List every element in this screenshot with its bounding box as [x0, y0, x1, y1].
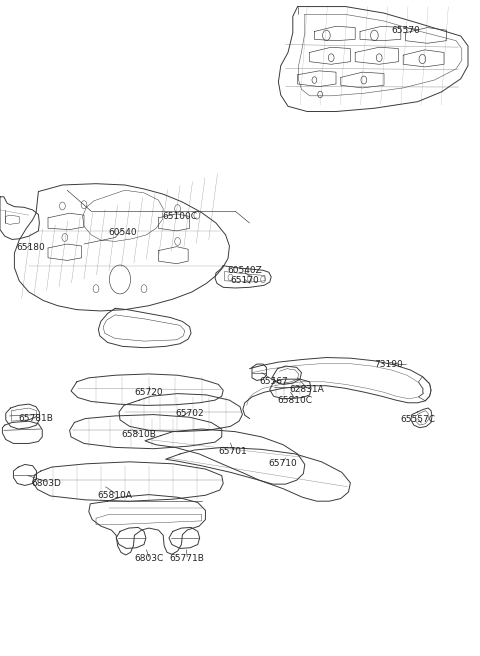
Text: 60540: 60540 — [108, 228, 137, 237]
Text: 65570: 65570 — [391, 26, 420, 35]
Text: 6803C: 6803C — [134, 554, 163, 564]
Text: 65557C: 65557C — [400, 415, 435, 424]
Text: 65701: 65701 — [218, 447, 247, 456]
Text: 65810C: 65810C — [278, 396, 312, 405]
Text: 65810A: 65810A — [98, 491, 132, 500]
Text: 65100C: 65100C — [163, 212, 197, 221]
Text: 65771B: 65771B — [170, 554, 204, 564]
Text: 65810B: 65810B — [122, 430, 156, 440]
Text: 65781B: 65781B — [19, 414, 53, 423]
Text: 73190: 73190 — [374, 359, 403, 369]
Text: 62831A: 62831A — [290, 385, 324, 394]
Text: 65710: 65710 — [269, 459, 298, 468]
Text: 65702: 65702 — [175, 409, 204, 418]
Text: 65720: 65720 — [134, 388, 163, 397]
Text: 65180: 65180 — [17, 243, 46, 253]
Text: 6803D: 6803D — [32, 479, 61, 488]
Text: 60540Z: 60540Z — [228, 266, 262, 276]
Text: 65170: 65170 — [230, 276, 259, 285]
Text: 65567: 65567 — [259, 377, 288, 386]
